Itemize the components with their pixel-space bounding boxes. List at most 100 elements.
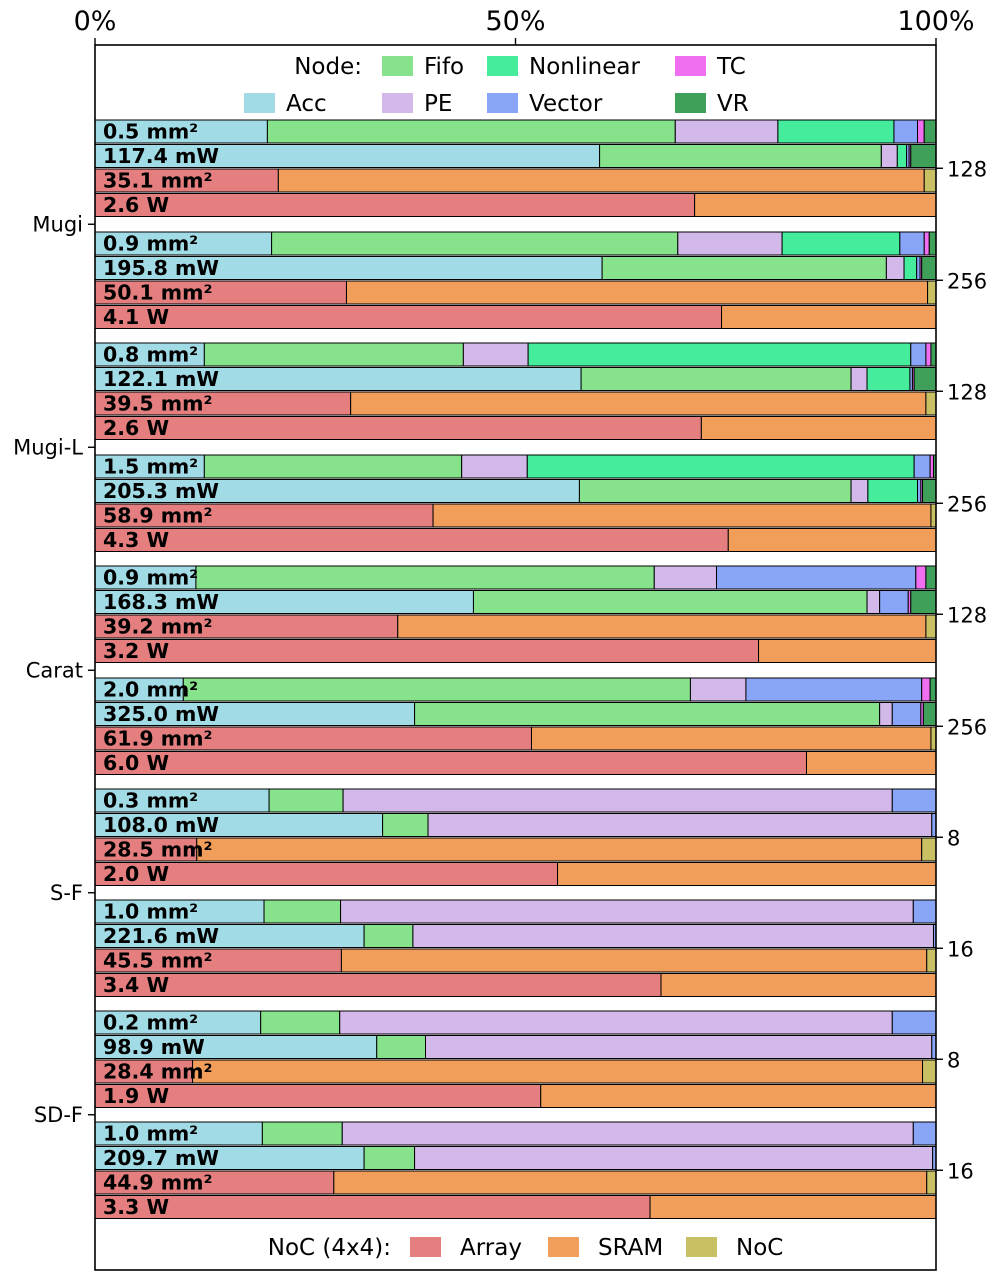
size-label: 128: [947, 380, 987, 404]
bar-value-label: 4.1 W: [103, 305, 169, 329]
legend-layer: Node: Fifo Nonlinear TC Acc PE Vector VR NoC (4x…: [244, 54, 783, 1261]
bar-segment-array: [94, 528, 729, 552]
legend-label-pe: PE: [424, 91, 452, 117]
size-label: 128: [947, 603, 987, 627]
bar-segment-fifo: [182, 677, 691, 702]
bar-segment-nonlinear: [781, 231, 901, 256]
bar-segment-array: [94, 973, 662, 997]
bar-value-label: 39.2 mm²: [103, 615, 212, 639]
bar-segment-vector: [893, 119, 919, 144]
bar-segment-vector: [891, 702, 922, 726]
bar-segment-fifo: [382, 813, 429, 837]
legend-swatch-noc-noc: [686, 1237, 717, 1257]
block-separator: [96, 663, 935, 678]
bar-segment-pe: [653, 565, 717, 590]
bar-segment-vector: [891, 788, 937, 813]
bar-segment-vr: [928, 231, 937, 256]
bar-segment-vr: [921, 256, 937, 280]
group-label: Carat: [26, 658, 83, 682]
bar-value-label: 1.5 mm²: [103, 455, 198, 479]
bar-value-label: 221.6 mW: [103, 924, 219, 948]
bar-segment-array: [94, 1195, 651, 1219]
bar-value-label: 0.2 mm²: [103, 1011, 198, 1035]
bar-segment-fifo: [203, 454, 463, 479]
size-label: 16: [947, 937, 974, 961]
bar-segment-sram: [694, 193, 937, 217]
legend-label-tc: TC: [716, 54, 746, 80]
bar-segment-pe: [339, 1010, 893, 1035]
axes-layer: 0% 50% 100% Mugi Mugi-L Carat S-F SD-F 128 256 128…: [13, 6, 987, 1271]
bar-segment-fifo: [266, 119, 676, 144]
bar-segment-sram: [557, 862, 937, 886]
bar-value-label: 61.9 mm²: [103, 727, 212, 751]
bar-segment-sram: [530, 726, 932, 751]
bar-value-label: 117.4 mW: [103, 144, 219, 168]
bar-segment-vector: [899, 231, 925, 256]
bar-segment-fifo: [268, 788, 344, 813]
bar-value-label: 0.9 mm²: [103, 566, 198, 590]
config-s-f-8: [94, 788, 937, 886]
bar-segment-noc: [925, 614, 937, 639]
bar-segment-array: [94, 193, 696, 217]
bar-segment-pe: [461, 454, 528, 479]
legend-swatch-acc: [244, 93, 275, 113]
bar-value-label: 1.0 mm²: [103, 900, 198, 924]
bar-segment-array: [94, 416, 702, 440]
bar-segment-pe: [412, 924, 934, 948]
bar-segment-pe: [689, 677, 747, 702]
bar-value-label: 2.0 W: [103, 862, 169, 886]
bar-segment-fifo: [580, 367, 852, 391]
config-s-f-16: [94, 899, 937, 997]
bar-segment-nonlinear: [527, 342, 912, 367]
bar-segment-pe: [340, 899, 914, 924]
bar-value-label: 3.4 W: [103, 973, 169, 997]
bar-value-label: 325.0 mW: [103, 702, 219, 726]
bar-value-label: 0.8 mm²: [103, 343, 198, 367]
bar-segment-fifo: [271, 231, 679, 256]
bar-segment-pe: [677, 231, 783, 256]
legend-label-noc-array: Array: [460, 1235, 522, 1261]
size-label: 8: [947, 826, 960, 850]
bar-segment-array: [94, 305, 723, 329]
bar-segment-pe: [880, 144, 898, 168]
bar-segment-sram: [721, 305, 937, 329]
bar-segment-sram: [727, 528, 937, 552]
bars-layer: [94, 119, 937, 1219]
block-separator: [96, 775, 935, 789]
bar-segment-pe: [866, 590, 881, 614]
bar-segment-sram: [758, 639, 937, 663]
block-separator: [96, 1108, 935, 1122]
bar-segment-sram: [192, 1059, 924, 1084]
bar-segment-vector: [891, 1010, 937, 1035]
bar-segment-vector: [716, 565, 917, 590]
bar-segment-array: [94, 639, 760, 663]
bar-segment-sram: [649, 1195, 937, 1219]
bar-segment-noc: [926, 948, 937, 973]
legend-swatch-noc-array: [410, 1237, 441, 1257]
bar-segment-pe: [425, 1035, 933, 1059]
bar-segment-sram: [333, 1170, 928, 1195]
group-label: SD-F: [34, 1103, 83, 1127]
bar-segment-vector: [879, 590, 909, 614]
bar-segment-fifo: [363, 1146, 416, 1170]
bar-value-label: 39.5 mm²: [103, 392, 212, 416]
bar-value-label: 122.1 mW: [103, 367, 219, 391]
bar-value-label: 50.1 mm²: [103, 281, 212, 305]
block-separator: [96, 886, 935, 900]
legend-swatch-tc: [675, 56, 706, 76]
bar-segment-pe: [341, 1121, 914, 1146]
bar-segment-pe: [879, 702, 893, 726]
block-separator: [96, 440, 935, 455]
bar-segment-array: [94, 751, 807, 775]
bar-segment-noc: [926, 1170, 937, 1195]
bar-segment-sram: [350, 391, 927, 416]
bar-segment-nonlinear: [903, 256, 918, 280]
legend-label-vector: Vector: [529, 91, 603, 117]
bar-segment-nonlinear: [867, 479, 919, 503]
node-legend-title: Node:: [294, 54, 362, 80]
bar-segment-pe: [427, 813, 933, 837]
bar-segment-fifo: [261, 1121, 343, 1146]
legend-swatch-fifo: [382, 56, 413, 76]
bar-value-label: 6.0 W: [103, 751, 169, 775]
